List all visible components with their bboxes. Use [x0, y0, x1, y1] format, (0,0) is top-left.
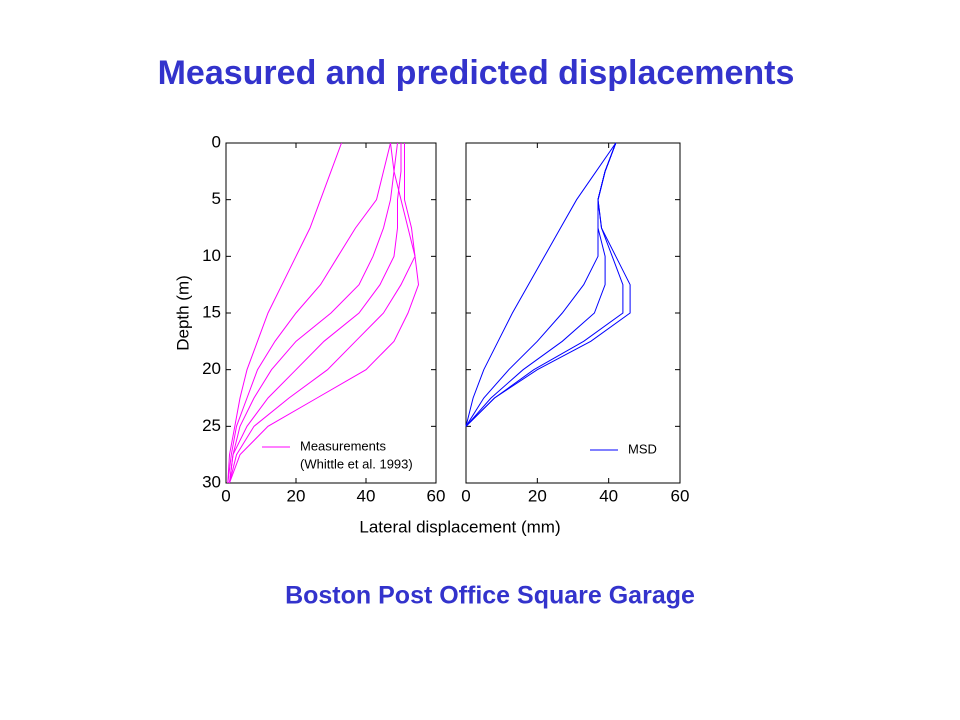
- data-line: [465, 142, 631, 427]
- x-tick-label: 60: [427, 486, 446, 505]
- data-line: [229, 143, 402, 484]
- data-line: [227, 142, 342, 484]
- slide-title: Measured and predicted displacements: [158, 54, 795, 92]
- y-tick-label: 10: [202, 246, 221, 265]
- y-tick-label: 15: [202, 302, 221, 321]
- x-tick-label: 0: [461, 486, 470, 505]
- x-axis-label: Lateral displacement (mm): [359, 517, 560, 536]
- x-tick-label: 60: [671, 486, 690, 505]
- caption: Boston Post Office Square Garage: [285, 582, 695, 610]
- data-line: [229, 143, 416, 484]
- x-tick-label: 40: [357, 486, 376, 505]
- plot-frame: [465, 142, 681, 484]
- x-tick-label: 0: [221, 486, 230, 505]
- data-line: [227, 142, 391, 484]
- legend-label: (Whittle et al. 1993): [300, 456, 413, 471]
- x-tick-label: 20: [287, 486, 306, 505]
- y-tick-label: 25: [202, 416, 221, 435]
- legend-label: Measurements: [300, 438, 386, 453]
- y-tick-label: 5: [212, 189, 221, 208]
- data-line: [465, 142, 624, 427]
- x-tick-label: 20: [528, 486, 547, 505]
- y-tick-label: 20: [202, 359, 221, 378]
- data-line: [465, 142, 617, 427]
- y-axis-label: Depth (m): [173, 275, 192, 351]
- data-line: [229, 142, 398, 484]
- y-tick-label: 0: [212, 132, 221, 151]
- data-line: [465, 142, 617, 427]
- data-line: [465, 142, 617, 427]
- data-line: [229, 142, 420, 484]
- y-tick-label: 30: [202, 472, 221, 491]
- legend-label: MSD: [628, 441, 657, 456]
- x-tick-label: 40: [599, 486, 618, 505]
